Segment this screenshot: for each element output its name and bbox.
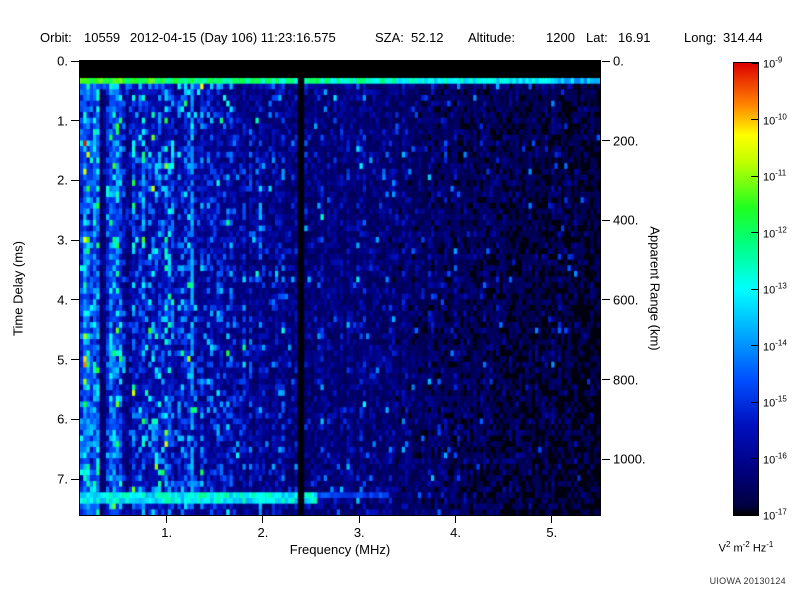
latitude-value: 16.91: [618, 30, 651, 45]
x-tick-mark: [166, 516, 168, 523]
y-left-tick-label: 3.: [57, 232, 68, 248]
colorbar-tick-mark: [751, 401, 758, 403]
y-right-tick-mark: [602, 379, 610, 381]
sza-label: SZA:: [375, 30, 404, 45]
colorbar-tick-label: 10-14: [763, 338, 787, 353]
y-right-tick-label: 0.: [613, 53, 624, 69]
x-tick-mark: [358, 516, 360, 523]
y-right-tick-label: 400.: [613, 212, 639, 228]
y-right-tick-label: 1000.: [613, 451, 646, 467]
y-right-tick-mark: [602, 458, 610, 460]
colorbar-tick-mark: [751, 62, 758, 64]
y-right-tick-mark: [602, 60, 610, 62]
colorbar-tick-mark: [751, 175, 758, 177]
longitude-value: 314.44: [723, 30, 763, 45]
y-left-tick-label: 1.: [57, 113, 68, 129]
latitude-label: Lat:: [586, 30, 608, 45]
y-right-tick-mark: [602, 219, 610, 221]
colorbar-tick-label: 10-12: [763, 225, 787, 240]
colorbar-tick-label: 10-11: [763, 168, 787, 184]
y-left-tick-label: 6.: [57, 411, 68, 427]
datetime-value: 2012-04-15 (Day 106) 11:23:16.575: [130, 30, 336, 45]
y-right-tick-label: 200.: [613, 133, 639, 149]
longitude-label: Long:: [684, 30, 717, 45]
x-tick-label: 4.: [450, 525, 461, 540]
sza-value: 52.12: [411, 30, 444, 45]
x-tick-label: 1.: [161, 525, 173, 540]
colorbar-tick-label: 10-9: [763, 55, 783, 71]
x-axis-label: Frequency (MHz): [289, 542, 391, 557]
colorbar-tick-label: 10-16: [763, 451, 787, 466]
y-right-tick-label: 800.: [613, 372, 639, 388]
y-left-tick-label: 5.: [57, 352, 68, 368]
x-tick-label: 5.: [546, 525, 558, 540]
colorbar-tick-label: 10-17: [763, 507, 787, 523]
x-tick-mark: [262, 516, 264, 523]
colorbar-tick-mark: [751, 458, 758, 459]
y-axis-label-left: Time Delay (ms): [10, 241, 26, 336]
x-tick-label: 2.: [257, 525, 269, 540]
y-left-tick-mark: [71, 418, 79, 420]
colorbar-tick-label: 10-15: [763, 394, 787, 410]
y-left-tick-mark: [71, 60, 79, 62]
x-tick-mark: [551, 516, 553, 523]
colorbar-tick-mark: [751, 345, 758, 346]
y-left-tick-label: 7.: [57, 471, 68, 487]
colorbar-unit-label: V2 m-2 Hz-1: [718, 540, 774, 555]
x-tick-label: 3.: [353, 525, 365, 540]
orbit-value: 10559: [84, 30, 121, 45]
y-left-tick-mark: [71, 478, 79, 480]
y-axis-label-right: Apparent Range (km): [647, 226, 663, 351]
y-left-tick-mark: [71, 359, 79, 361]
colorbar-tick-mark: [751, 288, 758, 290]
colorbar-tick-mark: [751, 513, 758, 515]
altitude-value: 1200: [546, 30, 575, 45]
y-left-tick-label: 0.: [57, 53, 68, 69]
y-left-tick-mark: [71, 179, 79, 181]
y-left-tick-mark: [71, 239, 79, 241]
spectrogram-canvas: [80, 61, 600, 515]
colorbar-tick-mark: [751, 232, 758, 233]
x-tick-mark: [455, 516, 457, 523]
y-left-tick-label: 2.: [57, 172, 68, 188]
orbit-label: Orbit:: [40, 30, 72, 45]
colorbar-tick-label: 10-13: [763, 281, 787, 297]
colorbar-tick-label: 10-10: [763, 112, 787, 127]
y-left-tick-mark: [71, 120, 79, 122]
y-right-tick-mark: [602, 140, 610, 142]
y-right-tick-mark: [602, 299, 610, 301]
y-right-tick-label: 600.: [613, 292, 639, 308]
y-left-tick-label: 4.: [57, 292, 68, 308]
y-left-tick-mark: [71, 299, 79, 301]
credit-text: UIOWA 20130124: [709, 576, 786, 586]
altitude-label: Altitude:: [468, 30, 515, 45]
colorbar-tick-mark: [751, 119, 758, 120]
